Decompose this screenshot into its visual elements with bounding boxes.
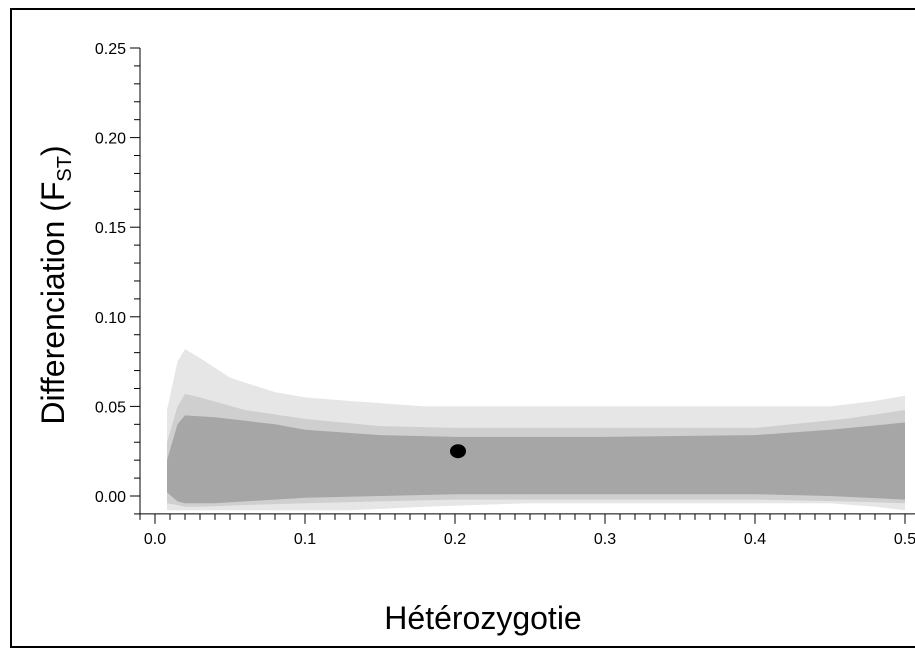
y-axis-title-subscript: ST: [54, 156, 76, 182]
x-axis-title: Hétérozygotie: [384, 600, 581, 636]
x-tick-label: 0.4: [744, 531, 766, 548]
x-ticks: 0.0 0.1 0.2 0.3 0.4 0.5: [139, 513, 915, 548]
confidence-band-3: [167, 415, 905, 504]
chart-plot: 0.00 0.05 0.10 0.15 0.20 0.25 0.0 0.1 0.2 0.3 0.4…: [35, 41, 915, 636]
x-tick-label: 0.2: [444, 531, 466, 548]
x-tick-label: 0.3: [594, 531, 616, 548]
x-tick-label: 0.1: [294, 531, 316, 548]
y-tick-label: 0.25: [95, 41, 126, 58]
y-tick-label: 0.20: [95, 131, 126, 148]
y-tick-label: 0.05: [95, 399, 126, 416]
y-axis-title: Differenciation (FST): [35, 145, 76, 424]
chart-frame: 0.00 0.05 0.10 0.15 0.20 0.25 0.0 0.1 0.2 0.3 0.4…: [10, 8, 915, 648]
confidence-bands: [167, 349, 905, 511]
y-tick-label: 0.00: [95, 489, 126, 506]
y-axis-title-main: Differenciation (F: [35, 182, 71, 425]
y-axis-title-close: ): [35, 145, 71, 156]
x-tick-label: 0.0: [144, 531, 166, 548]
x-tick-label: 0.5: [894, 531, 915, 548]
data-point: [450, 444, 466, 459]
y-ticks: 0.00 0.05 0.10 0.15 0.20 0.25: [95, 41, 140, 515]
y-tick-label: 0.10: [95, 310, 126, 327]
data-points: [450, 444, 466, 459]
y-tick-label: 0.15: [95, 220, 126, 237]
